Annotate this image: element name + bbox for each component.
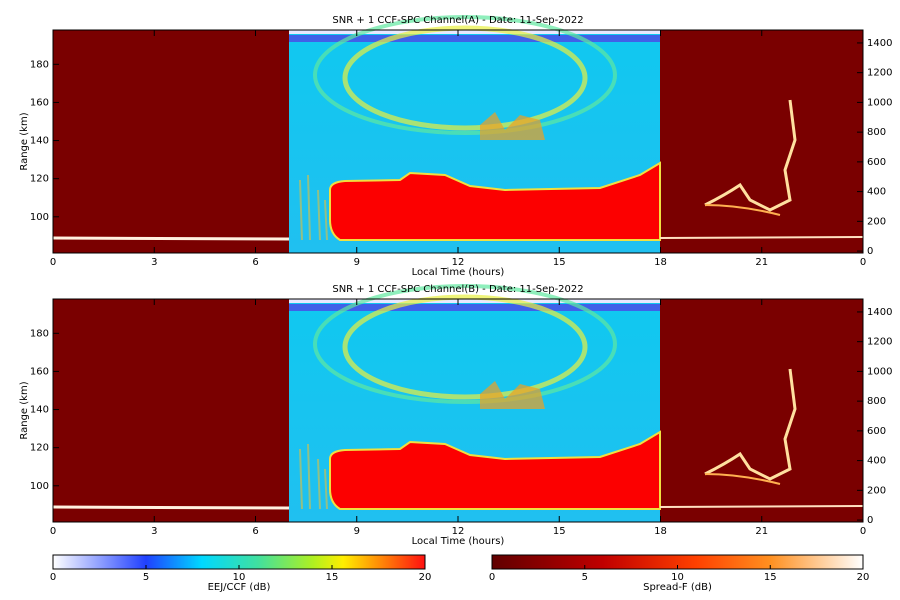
colorbar-tick-label: 20	[419, 572, 432, 583]
y2-tick-label: 800	[867, 396, 886, 407]
y2-tick-label: 0	[867, 246, 873, 257]
colorbar-tick-label: 0	[50, 572, 56, 583]
y-tick-label: 140	[30, 405, 49, 416]
y2-tick-label: 1000	[867, 97, 892, 108]
y2-tick-label: 800	[867, 127, 886, 138]
x-tick-label: 3	[151, 526, 157, 537]
y-tick-label: 100	[30, 481, 49, 492]
x-tick-label: 0	[860, 257, 866, 268]
colorbar-tick-label: 20	[857, 572, 870, 583]
x-tick-label: 0	[50, 526, 56, 537]
colorbar-tick-label: 5	[143, 572, 149, 583]
y-axis-label: Range (km)	[19, 112, 30, 170]
colorbar-label: EEJ/CCF (dB)	[208, 582, 271, 593]
y-tick-label: 180	[30, 59, 49, 70]
colorbar-tick-label: 15	[764, 572, 777, 583]
x-tick-label: 18	[654, 257, 667, 268]
x-tick-label: 12	[452, 257, 465, 268]
y-tick-label: 120	[30, 443, 49, 454]
x-tick-label: 21	[755, 257, 768, 268]
colorbar-tick-label: 0	[489, 572, 495, 583]
x-tick-label: 9	[354, 257, 360, 268]
x-tick-label: 3	[151, 257, 157, 268]
y2-tick-label: 1400	[867, 307, 892, 318]
x-axis-label: Local Time (hours)	[412, 536, 505, 547]
y-tick-label: 140	[30, 136, 49, 147]
heatmap-image	[53, 286, 863, 522]
heatmap-image	[53, 17, 863, 253]
y-tick-label: 120	[30, 174, 49, 185]
x-tick-label: 12	[452, 526, 465, 537]
colorbar-tick-label: 5	[582, 572, 588, 583]
chart-title: SNR + 1 CCF-SPC Channel(A) - Date: 11-Se…	[332, 15, 583, 26]
x-axis-label: Local Time (hours)	[412, 267, 505, 278]
y-tick-label: 100	[30, 212, 49, 223]
x-tick-label: 0	[50, 257, 56, 268]
y2-tick-label: 600	[867, 157, 886, 168]
y2-tick-label: 400	[867, 187, 886, 198]
y-tick-label: 160	[30, 97, 49, 108]
x-tick-label: 15	[553, 257, 566, 268]
y2-tick-label: 1400	[867, 38, 892, 49]
x-tick-label: 21	[755, 526, 768, 537]
y2-tick-label: 1200	[867, 68, 892, 79]
y-axis-label: Range (km)	[19, 381, 30, 439]
y-tick-label: 180	[30, 328, 49, 339]
colorbar-label: Spread-F (dB)	[643, 582, 712, 593]
colorbar-tick-label: 15	[326, 572, 339, 583]
colorbar-tick-label: 10	[233, 572, 246, 583]
y2-tick-label: 1000	[867, 366, 892, 377]
y2-tick-label: 600	[867, 426, 886, 437]
x-tick-label: 6	[252, 526, 258, 537]
chart-title: SNR + 1 CCF-SPC Channel(B) - Date: 11-Se…	[332, 284, 583, 295]
y2-tick-label: 200	[867, 485, 886, 496]
y2-tick-label: 200	[867, 216, 886, 227]
x-tick-label: 6	[252, 257, 258, 268]
y-tick-label: 160	[30, 366, 49, 377]
x-tick-label: 9	[354, 526, 360, 537]
y2-tick-label: 400	[867, 456, 886, 467]
x-tick-label: 18	[654, 526, 667, 537]
x-tick-label: 0	[860, 526, 866, 537]
y2-tick-label: 0	[867, 515, 873, 526]
y2-tick-label: 1200	[867, 337, 892, 348]
x-tick-label: 15	[553, 526, 566, 537]
colorbar-tick-label: 10	[671, 572, 684, 583]
